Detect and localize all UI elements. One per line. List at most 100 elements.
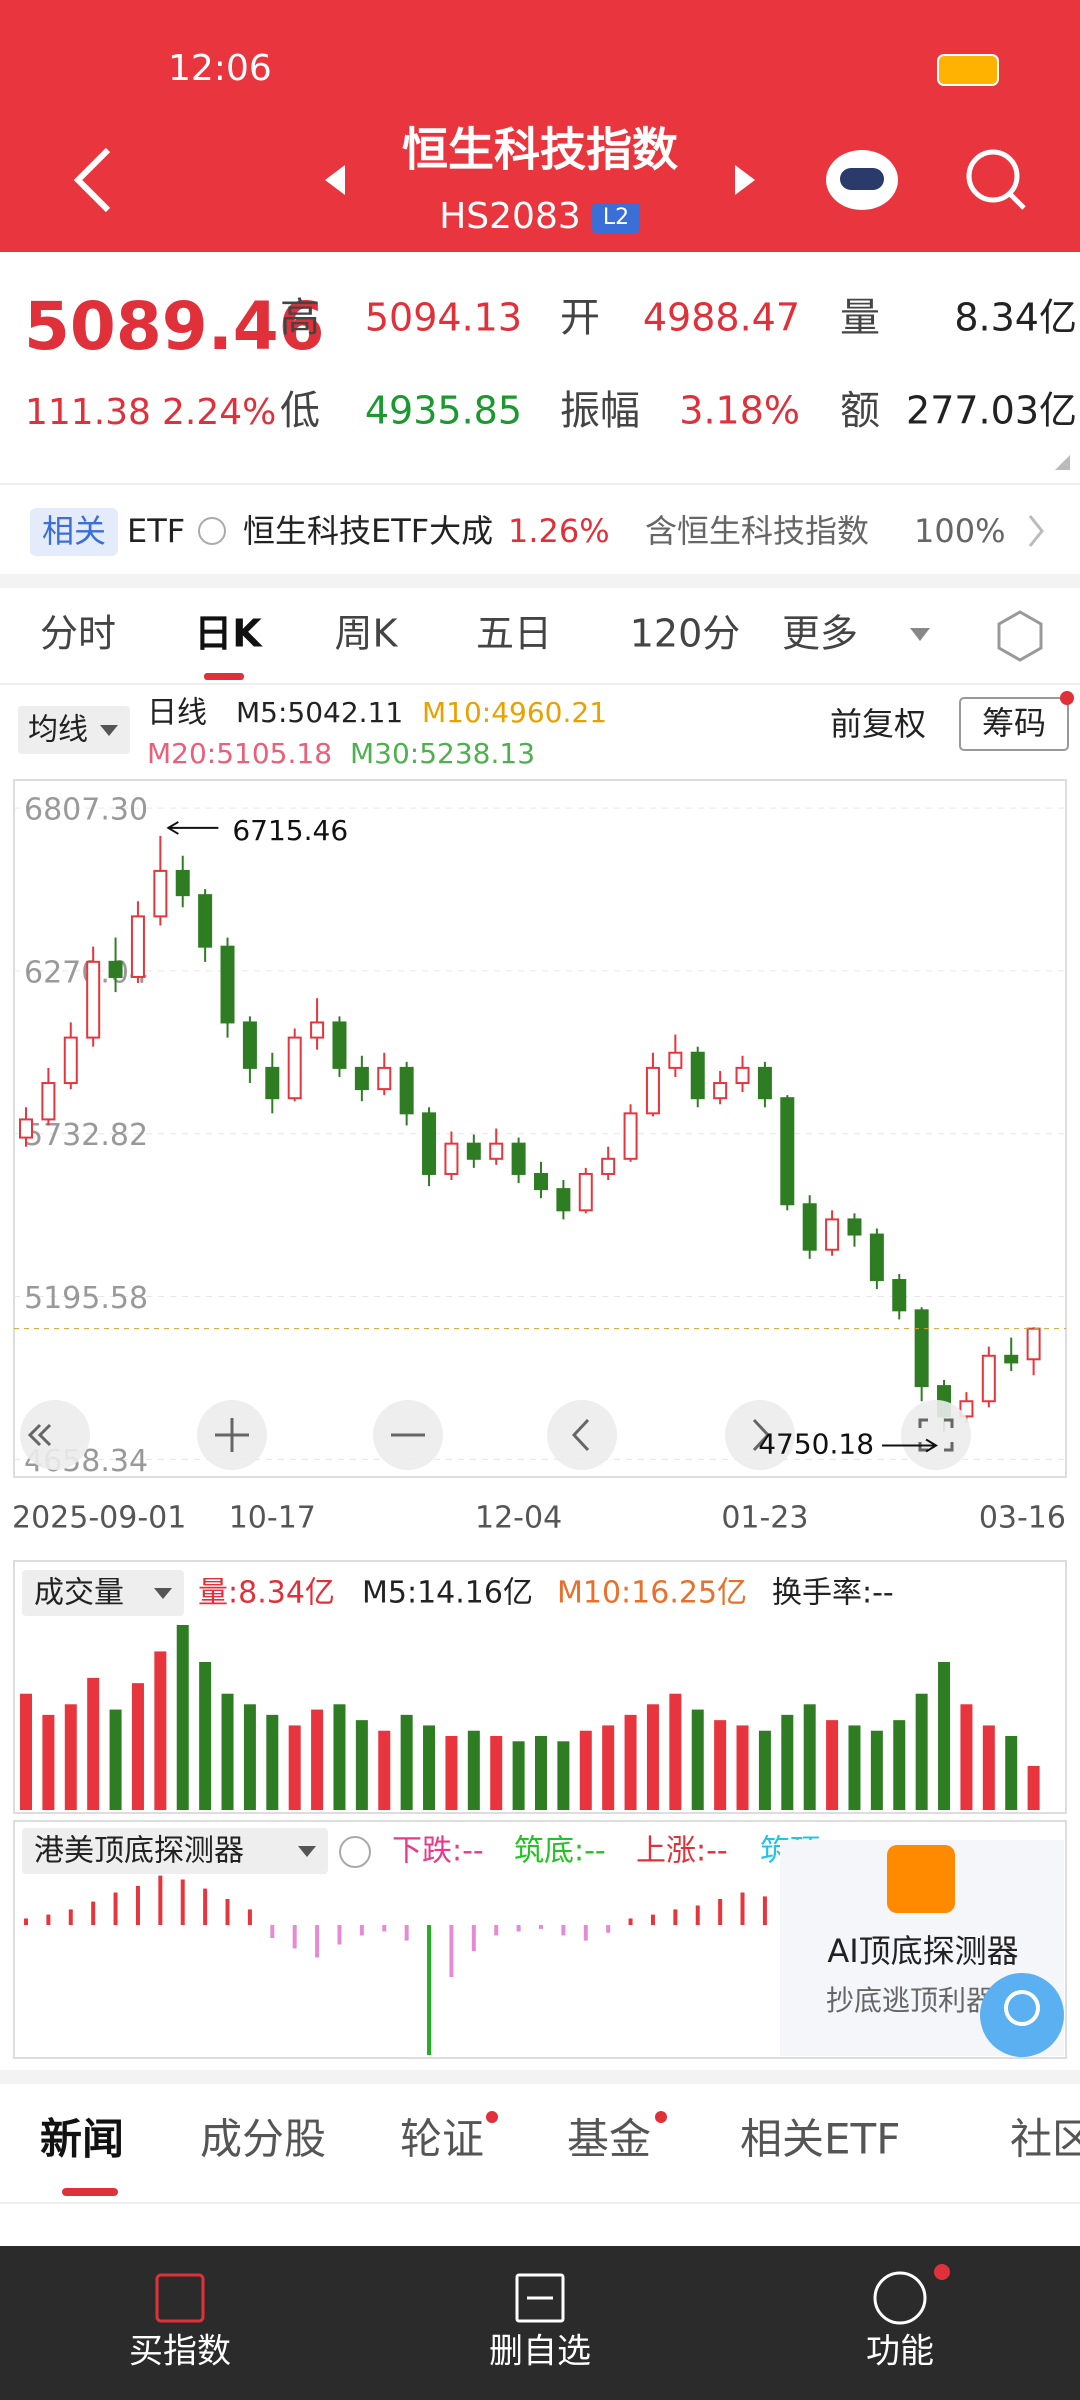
volume-bar [758,1730,771,1810]
news-tab[interactable]: 新闻 [40,2115,124,2164]
volume-bar [42,1714,55,1810]
detector-bar [135,1886,140,1925]
y-tick-label: 6807.30 [24,793,148,828]
candle-body [556,1188,571,1212]
ma30: M30:5238.13 [350,737,535,770]
volume-bar [960,1704,973,1810]
field-value: 5094.13 [365,296,522,340]
buy-icon[interactable] [155,2273,205,2323]
volume-bar [199,1662,212,1810]
period: 日线 [147,696,207,731]
candle-body [601,1157,616,1175]
change: 111.38 [25,392,151,433]
volume-bar [490,1736,503,1810]
etf-tag-bg [30,508,118,556]
field-label: 开 [560,295,600,341]
etf-more[interactable] [1028,515,1044,547]
menu-icon[interactable] [873,2271,927,2325]
detector-bar [292,1925,297,1949]
bottom-button[interactable]: 买指数 [129,2332,231,2372]
section-gap [0,574,1080,588]
volume-bar [736,1725,749,1810]
etf-name[interactable]: 恒生科技ETF大成 [243,512,493,550]
promo-title[interactable]: AI顶底探测器 [827,1932,1018,1970]
candle-body [108,960,123,978]
tab[interactable]: 日K [194,612,263,656]
chart-button[interactable] [725,1400,795,1470]
candle-body [1026,1327,1041,1361]
tab[interactable]: 周K [335,612,399,656]
chips-button-bg[interactable] [959,697,1069,751]
info-icon[interactable] [339,1836,371,1868]
bottom-button[interactable]: 功能 [866,2332,934,2372]
detector-select[interactable]: 港美顶底探测器 [34,1834,244,1869]
volume-bar [982,1725,995,1810]
candle-body [847,1218,862,1236]
ma-select[interactable]: 均线 [28,713,88,748]
chart-button[interactable] [901,1400,971,1470]
remove-icon[interactable] [515,2273,565,2323]
detector-bar [606,1925,611,1933]
detector-bar [427,1925,432,2055]
tab[interactable]: 五日 [476,612,552,656]
volume-bar [445,1736,458,1810]
dropdown-icon [154,1588,172,1599]
button-glyph [27,1423,52,1447]
tab[interactable]: 更多 [782,612,858,656]
price: 5089.46 [24,288,325,365]
chart-button[interactable] [547,1400,617,1470]
detector-bar [539,1925,543,1929]
candle-body [757,1066,772,1100]
volume-bar [915,1693,928,1810]
candle-body [19,1118,33,1139]
bulb-icon [1004,1990,1040,2026]
detector-select-bg[interactable] [22,1828,328,1874]
settings-button[interactable] [997,610,1043,662]
tab[interactable]: 120分 [630,612,741,656]
tip-button[interactable] [980,1973,1064,2057]
bottom-button[interactable]: 删自选 [489,2332,591,2372]
detector-bar [158,1875,163,1925]
search-button[interactable] [966,149,1020,203]
volume-bar [512,1741,525,1810]
back-button[interactable] [73,147,111,213]
volume-ma10: M10:16.25亿 [557,1576,747,1611]
badge-bg [592,203,640,233]
field-value: 277.03亿 [906,389,1077,433]
volume-bar [1005,1736,1018,1810]
adjust[interactable]: 前复权 [830,705,926,743]
news-tab[interactable]: 轮证 [400,2115,484,2164]
candle-body [466,1142,481,1160]
volume-select[interactable]: 成交量 [34,1576,124,1611]
status-time: 12:06 [168,48,272,89]
volume-bar [826,1720,839,1810]
chips-button[interactable]: 筹码 [982,704,1046,742]
assistant-face [840,168,884,190]
candle-body [869,1233,884,1282]
volume-select-bg[interactable] [22,1570,184,1616]
news-tabs: 新闻 成分股 轮证 基金 相关ETF 社区 [40,2111,1080,2164]
y-tick-label: 5732.82 [24,1118,148,1153]
candle-body [1004,1354,1019,1364]
next-button[interactable] [735,165,755,195]
bottom-buttons: 买指数 删自选 功能 [129,2332,934,2372]
info-icon[interactable] [198,517,226,545]
tab[interactable]: 分时 [40,612,116,656]
volume-bar [423,1725,436,1810]
prev-button[interactable] [325,165,345,195]
x-tick-label: 01-23 [721,1501,808,1536]
news-tab[interactable]: 成分股 [200,2115,326,2164]
etf-tag: 相关 [42,512,106,550]
news-tab[interactable]: 社区 [1010,2115,1080,2164]
chart-button[interactable] [20,1400,90,1470]
volume-bar [781,1714,794,1810]
annotation: 6715.46 [232,814,348,847]
news-tab[interactable]: 相关ETF [740,2115,900,2164]
detector-bar [650,1914,655,1925]
candle-body [265,1066,280,1100]
volume-bar [109,1709,122,1810]
x-tick-label: 2025-09-01 [12,1501,186,1536]
candle-body [802,1203,817,1251]
news-tab[interactable]: 基金 [567,2115,651,2164]
ma-select-bg[interactable] [18,706,130,754]
